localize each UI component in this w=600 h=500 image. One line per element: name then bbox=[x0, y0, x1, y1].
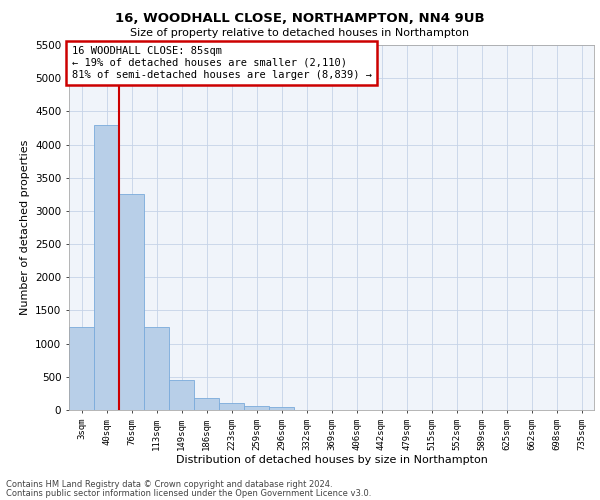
Bar bbox=[169, 380, 194, 410]
Bar bbox=[94, 124, 119, 410]
Text: Size of property relative to detached houses in Northampton: Size of property relative to detached ho… bbox=[130, 28, 470, 38]
Bar bbox=[144, 327, 169, 410]
Bar bbox=[69, 327, 94, 410]
X-axis label: Distribution of detached houses by size in Northampton: Distribution of detached houses by size … bbox=[176, 456, 487, 466]
Text: 16, WOODHALL CLOSE, NORTHAMPTON, NN4 9UB: 16, WOODHALL CLOSE, NORTHAMPTON, NN4 9UB bbox=[115, 12, 485, 26]
Bar bbox=[269, 406, 294, 410]
Bar bbox=[219, 404, 244, 410]
Bar bbox=[119, 194, 144, 410]
Text: Contains HM Land Registry data © Crown copyright and database right 2024.: Contains HM Land Registry data © Crown c… bbox=[6, 480, 332, 489]
Text: Contains public sector information licensed under the Open Government Licence v3: Contains public sector information licen… bbox=[6, 488, 371, 498]
Y-axis label: Number of detached properties: Number of detached properties bbox=[20, 140, 29, 315]
Bar bbox=[244, 406, 269, 410]
Bar bbox=[194, 398, 219, 410]
Text: 16 WOODHALL CLOSE: 85sqm
← 19% of detached houses are smaller (2,110)
81% of sem: 16 WOODHALL CLOSE: 85sqm ← 19% of detach… bbox=[71, 46, 371, 80]
